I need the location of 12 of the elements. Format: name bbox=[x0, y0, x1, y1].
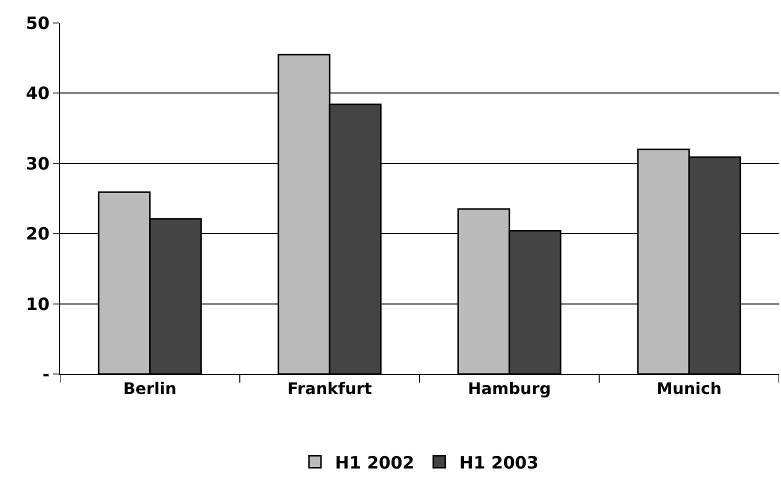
x-tick-label: Berlin bbox=[123, 379, 177, 398]
x-tick-label: Hamburg bbox=[468, 379, 551, 398]
x-tick-label: Frankfurt bbox=[287, 379, 372, 398]
legend-label: H1 2002 bbox=[335, 453, 414, 474]
y-tick-label: 10 bbox=[26, 294, 50, 315]
y-tick-label: 40 bbox=[26, 84, 50, 104]
x-tick-label: Munich bbox=[656, 379, 722, 398]
y-tick-label: 20 bbox=[26, 224, 50, 245]
legend-label: H1 2003 bbox=[459, 453, 539, 474]
y-tick-label: 30 bbox=[26, 154, 50, 174]
y-tick-label: - bbox=[42, 364, 50, 385]
y-tick-label: 50 bbox=[26, 14, 50, 34]
